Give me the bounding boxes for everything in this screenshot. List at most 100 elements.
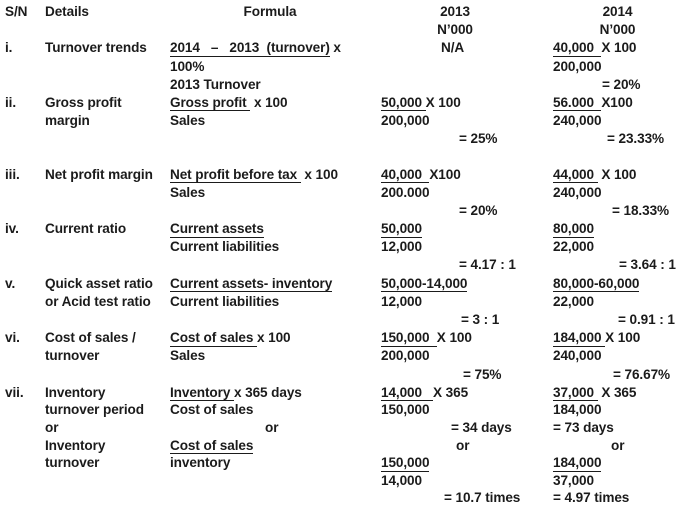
text-segment: Sales xyxy=(170,184,206,200)
row-number-text: iii. xyxy=(5,166,20,182)
y2014-line: 184,000 X 100 xyxy=(553,329,682,347)
details-line: Cost of sales / xyxy=(45,329,170,347)
underlined-text: 80,000-60,000 xyxy=(553,275,640,293)
row-number: i. xyxy=(5,39,45,57)
underlined-text: 50,000 xyxy=(381,221,422,238)
underlined-text: 150,000 xyxy=(381,330,437,347)
text-segment: or xyxy=(611,437,625,453)
text-segment: 200.000 xyxy=(381,184,430,200)
y2014-line: = 20% xyxy=(553,76,682,94)
details-line: Turnover trends xyxy=(45,39,170,57)
y2013-line: 150,000 xyxy=(381,454,529,472)
text-segment: 14,000 xyxy=(381,472,422,488)
y2013-line: = 10.7 times xyxy=(381,489,529,507)
row-number-text: iv. xyxy=(5,221,19,237)
formula-line: or xyxy=(170,419,381,437)
text-segment: = 23.33% xyxy=(607,131,665,147)
header-2014-year: 2014 xyxy=(602,4,633,19)
underlined-text: 40,000 xyxy=(381,166,430,183)
header-2013-year: 2013 xyxy=(440,4,470,19)
text-segment: Sales xyxy=(170,113,206,129)
text-segment: Net profit margin xyxy=(45,166,153,182)
y2014-line: 22,000 xyxy=(553,238,682,256)
details-line: Current ratio xyxy=(45,220,170,238)
y2014-line: = 73 days xyxy=(553,419,682,437)
details-line: or Acid test ratio xyxy=(45,293,170,311)
col-2013-cell: 14,000 X 365 150,000 = 34 days or 150,000 14,… xyxy=(381,384,529,507)
details-cell: Quick asset ratio or Acid test ratio xyxy=(45,275,170,330)
y2014-line: = 18.33% xyxy=(553,202,682,220)
row-number-text: v. xyxy=(5,275,16,291)
text-segment: = 73 days xyxy=(553,419,614,435)
text-segment: Inventory xyxy=(45,437,106,453)
table-row: i. Turnover trends 2014 – 2013 (turnover) … xyxy=(5,39,682,94)
row-number: v. xyxy=(5,275,45,293)
underlined-text: 184,000 xyxy=(553,330,606,347)
col-2014-cell: 80,000-60,000 22,000 = 0.91 : 1 xyxy=(529,275,682,330)
details-line: margin xyxy=(45,112,170,130)
underlined-text: 56.000 xyxy=(553,94,602,112)
y2013-line: = 20% xyxy=(381,202,529,220)
sn-cell: ii. xyxy=(5,94,45,149)
text-segment: X 100 xyxy=(597,166,637,182)
y2013-line: 40,000 X100 xyxy=(381,166,529,184)
underlined-text: Cost of sales xyxy=(170,437,254,455)
text-segment: 150,000 xyxy=(381,402,430,418)
y2013-line: 150,000 X 100 xyxy=(381,329,529,347)
formula-line: 2013 Turnover xyxy=(170,76,381,94)
details-cell: Inventory turnover period or Inventory turno… xyxy=(45,384,170,507)
text-segment: = 25% xyxy=(459,131,498,147)
sn-cell: i. xyxy=(5,39,45,94)
text-segment: or Acid test ratio xyxy=(45,293,151,309)
y2014-line: 184,000 xyxy=(553,454,682,472)
sn-cell: v. xyxy=(5,275,45,330)
header-sn-cell: S/N xyxy=(5,3,45,39)
details-cell: Cost of sales / turnover xyxy=(45,329,170,384)
details-line: turnover xyxy=(45,454,170,472)
text-segment: 12,000 xyxy=(381,293,422,309)
details-line: Inventory xyxy=(45,437,170,455)
formula-line: Current liabilities xyxy=(170,293,381,311)
sn-cell: iii. xyxy=(5,166,45,221)
y2013-line: 12,000 xyxy=(381,293,529,311)
formula-line: Current assets- inventory xyxy=(170,275,381,293)
text-segment: 2013 Turnover xyxy=(170,76,261,92)
y2014-line: or xyxy=(553,437,682,455)
details-line: turnover period xyxy=(45,401,170,419)
col-2013-cell: N/A xyxy=(381,39,529,94)
formula-cell: Net profit before tax x 100 Sales xyxy=(170,166,381,221)
details-cell: Turnover trends xyxy=(45,39,170,94)
y2014-line: = 76.67% xyxy=(553,366,682,384)
col-2014-cell: 184,000 X 100 240,000 = 76.67% xyxy=(529,329,682,384)
row-number-text: vii. xyxy=(5,384,24,400)
text-segment: 240,000 xyxy=(553,184,602,200)
formula-line: Gross profit x 100 xyxy=(170,94,381,112)
text-segment: = 10.7 times xyxy=(444,490,521,506)
y2013-line: = 3 : 1 xyxy=(381,311,529,329)
header-sn: S/N xyxy=(5,4,28,19)
text-segment: 240,000 xyxy=(553,348,602,364)
row-number: iv. xyxy=(5,220,45,238)
text-segment: Quick asset ratio xyxy=(45,275,153,291)
y2013-line: 200.000 xyxy=(381,184,529,202)
header-2013-unit: N’000 xyxy=(437,22,473,38)
table-row: vii. Inventory turnover period or Inventory t… xyxy=(5,384,682,507)
y2014-line: 40,000 X 100 xyxy=(553,39,682,57)
text-segment: Cost of sales xyxy=(170,402,254,418)
formula-cell: Cost of sales x 100 Sales xyxy=(170,329,381,384)
row-number: vii. xyxy=(5,384,45,402)
text-segment: Cost of sales / xyxy=(45,330,136,346)
text-segment: Sales xyxy=(170,348,206,364)
header-2013-cell: 2013 N’000 xyxy=(381,3,529,39)
text-segment: X100 xyxy=(601,94,633,110)
y2014-line: 37,000 X 365 xyxy=(553,384,682,402)
text-segment: Current liabilities xyxy=(170,293,280,309)
y2014-line: = 0.91 : 1 xyxy=(553,311,682,329)
y2013-line: 14,000 xyxy=(381,472,529,490)
table-row: vi. Cost of sales / turnover Cost of sales … xyxy=(5,329,682,384)
col-2014-cell: 37,000 X 365 184,000 = 73 days or 184,000 37,… xyxy=(529,384,682,507)
details-line: Net profit margin xyxy=(45,166,170,184)
header-details-cell: Details xyxy=(45,3,170,39)
y2014-line: 240,000 xyxy=(553,184,682,202)
formula-line: 100% xyxy=(170,58,381,76)
